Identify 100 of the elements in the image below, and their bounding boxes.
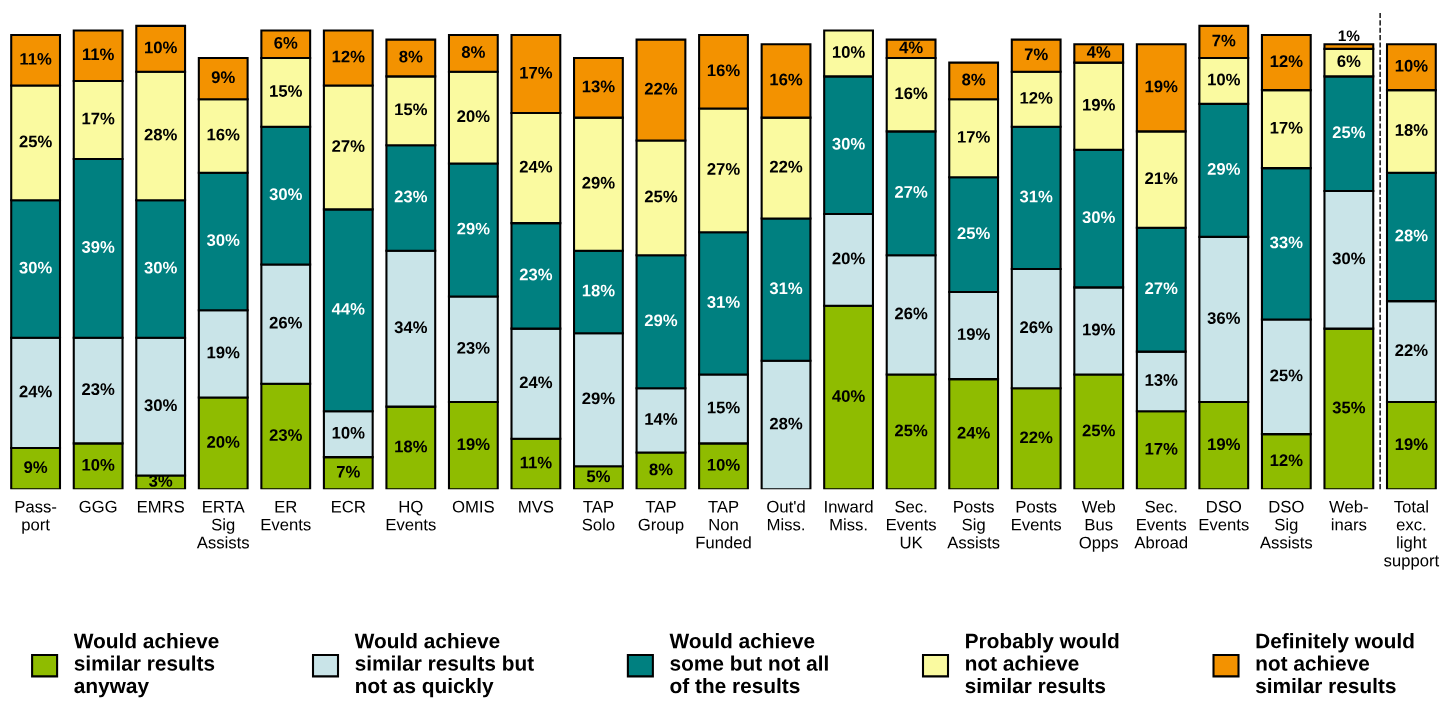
data-label: 36%	[1207, 312, 1241, 324]
data-label: 19%	[207, 346, 240, 359]
x-tick-label: ER Events	[261, 500, 311, 531]
data-label: 20%	[207, 436, 240, 448]
data-label: 22%	[1395, 344, 1428, 357]
data-label: 26%	[1020, 321, 1053, 334]
data-label: 24%	[957, 426, 990, 439]
data-label: 7%	[336, 465, 360, 478]
data-label: 18%	[582, 284, 615, 297]
data-label: 10%	[707, 458, 740, 471]
data-label: 17%	[520, 66, 553, 79]
data-label: 4%	[899, 41, 923, 54]
data-label: 13%	[1145, 374, 1178, 386]
data-label: 25%	[1270, 369, 1303, 382]
data-label: 1%	[1338, 30, 1360, 42]
data-label: 28%	[1395, 229, 1428, 242]
data-label: 34%	[394, 321, 428, 334]
data-label: 9%	[24, 461, 48, 474]
x-tick-label: Posts Sig Assists	[947, 500, 1000, 549]
data-label: 15%	[270, 85, 302, 97]
data-label: 10%	[145, 41, 177, 54]
data-label: 21%	[1145, 172, 1178, 185]
data-label: 25%	[895, 424, 928, 437]
data-label: 28%	[769, 417, 803, 430]
data-label: 12%	[1270, 55, 1303, 68]
data-label: 29%	[582, 176, 615, 189]
data-label: 30%	[206, 234, 240, 246]
data-label: 18%	[1395, 124, 1428, 136]
data-label: 30%	[19, 261, 52, 274]
x-tick-label: Sec. Events UK	[887, 500, 936, 549]
data-label: 5%	[586, 470, 611, 483]
data-label: 20%	[832, 252, 865, 265]
data-label: 10%	[1208, 73, 1241, 86]
data-label: 13%	[582, 80, 615, 93]
data-label: 23%	[394, 190, 428, 203]
data-label: 7%	[1212, 34, 1236, 47]
x-tick-label: Sec. Events Abroad	[1134, 500, 1188, 549]
data-label: 10%	[832, 46, 865, 58]
x-tick-label: EMRS	[137, 500, 184, 513]
data-label: 8%	[399, 50, 423, 63]
data-label: 30%	[144, 261, 177, 274]
data-label: 14%	[645, 413, 678, 425]
data-label: 26%	[895, 307, 928, 320]
x-tick-label: GGG	[79, 500, 117, 513]
data-label: 19%	[1145, 80, 1178, 93]
legend-label: Would achieve similar results but not as quickly	[354, 633, 534, 698]
data-label: 20%	[457, 110, 490, 123]
data-label: 27%	[332, 140, 365, 152]
data-label: 25%	[1332, 126, 1366, 139]
x-tick-label: ECR	[332, 500, 366, 513]
data-label: 18%	[395, 440, 428, 453]
x-tick-label: Total exc. light support	[1384, 500, 1440, 570]
data-label: 27%	[707, 163, 740, 175]
data-label: 11%	[20, 53, 52, 65]
x-tick-label: Inward Miss.	[825, 500, 873, 531]
x-tick-label: MVS	[519, 500, 554, 513]
x-tick-label: Web Bus Opps	[1079, 500, 1119, 552]
data-label: 29%	[457, 222, 490, 235]
data-label: 11%	[82, 48, 114, 61]
data-label: 27%	[895, 186, 928, 198]
data-label: 26%	[269, 316, 302, 329]
legend-label: Would achieve similar results anyway	[73, 633, 219, 698]
data-label: 4%	[1086, 46, 1111, 58]
x-tick-label: Pass- port	[15, 500, 57, 534]
data-label: 8%	[461, 46, 485, 58]
data-label: 15%	[395, 103, 428, 116]
data-label: 44%	[331, 303, 365, 315]
data-label: 25%	[1082, 424, 1115, 437]
data-label: 10%	[1395, 59, 1428, 72]
x-tick-label: OMIS	[452, 500, 494, 513]
data-label: 11%	[520, 456, 552, 469]
x-tick-label: TAP Non Funded	[696, 500, 751, 549]
x-tick-label: DSO Events	[1199, 500, 1249, 531]
data-label: 8%	[649, 463, 673, 476]
data-label: 8%	[962, 73, 986, 86]
data-label: 23%	[519, 268, 553, 281]
x-tick-label: Posts Events	[1012, 500, 1062, 531]
data-label: 22%	[1020, 431, 1053, 444]
data-label: 12%	[1270, 454, 1303, 467]
data-label: 30%	[1082, 211, 1115, 224]
x-tick-label: ERTA Sig Assists	[196, 500, 250, 549]
data-label: 17%	[958, 131, 990, 143]
data-label: 19%	[1083, 98, 1115, 111]
legend-label: Probably would not achieve similar results	[965, 633, 1119, 694]
data-label: 16%	[707, 64, 740, 77]
x-tick-label: TAP Solo	[582, 500, 615, 531]
data-label: 6%	[1337, 55, 1361, 68]
x-tick-label: Out'd Miss.	[767, 500, 805, 531]
data-label: 12%	[332, 50, 365, 63]
data-label: 7%	[1024, 48, 1048, 61]
data-label: 10%	[82, 458, 115, 471]
data-label: 24%	[19, 385, 52, 398]
data-label: 10%	[332, 426, 365, 439]
data-label: 29%	[1207, 163, 1241, 175]
data-label: 19%	[1395, 438, 1428, 451]
data-label: 6%	[274, 36, 298, 49]
data-label: 25%	[19, 135, 52, 148]
data-label: 23%	[457, 341, 490, 354]
data-label: 17%	[1270, 121, 1303, 134]
data-label: 25%	[644, 190, 678, 203]
